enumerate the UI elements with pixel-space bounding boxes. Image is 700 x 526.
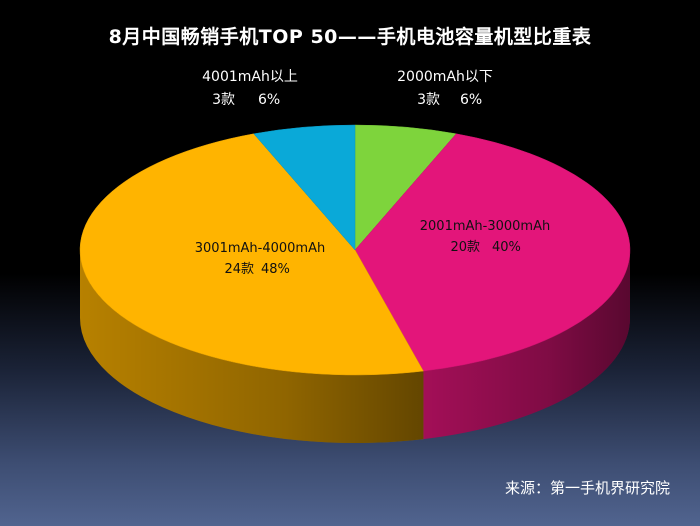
pie-tops (79, 124, 631, 376)
pie-slice-3 (79, 133, 424, 376)
slice-label-name-2: 2001mAh-3000mAh (420, 219, 550, 234)
pie-labels: 2000mAh以下 3款 6% 2001mAh-3000mAh 20款 40% … (195, 69, 550, 277)
slice-label-name-3: 3001mAh-4000mAh (195, 241, 325, 256)
pie-slice-4 (253, 124, 356, 251)
slice-label-count-1: 3款 (417, 92, 440, 108)
pie-slice-2 (354, 133, 631, 372)
chart-title: 8月中国畅销手机TOP 50——手机电池容量机型比重表 (108, 26, 592, 48)
slice-label-pct-1: 6% (460, 92, 482, 108)
slice-label-count-4: 3款 (212, 92, 235, 108)
slice-side-shade-2 (423, 250, 630, 440)
slice-label-count-3: 24款 (224, 262, 254, 277)
slice-label-pct-2: 40% (492, 240, 521, 255)
slice-label-pct-4: 6% (258, 92, 280, 108)
slice-side-shade-3 (80, 250, 424, 443)
slice-label-pct-3: 48% (261, 262, 290, 277)
slice-label-name-4: 4001mAh以上 (202, 69, 298, 85)
slice-label-count-2: 20款 (450, 240, 480, 255)
pie-sides (80, 250, 630, 443)
source-note: 来源：第一手机界研究院 (504, 479, 670, 497)
slice-label-name-1: 2000mAh以下 (397, 69, 493, 85)
